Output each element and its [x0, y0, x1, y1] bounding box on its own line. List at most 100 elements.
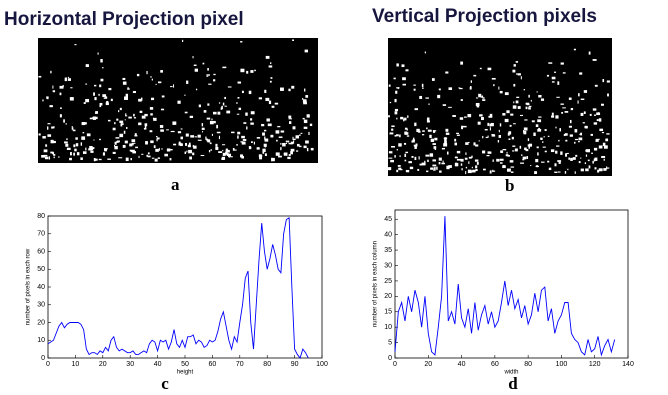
- pixel: [132, 143, 136, 144]
- pixel: [595, 85, 598, 87]
- pixel: [510, 125, 512, 127]
- pixel: [155, 159, 158, 162]
- pixel: [535, 159, 538, 162]
- pixel: [429, 135, 431, 138]
- pixel: [49, 105, 52, 107]
- pixel: [508, 131, 511, 134]
- pixel: [403, 118, 404, 121]
- pixel: [402, 77, 406, 80]
- pixel: [280, 88, 284, 91]
- pixel: [259, 97, 262, 99]
- pixel: [404, 143, 406, 145]
- pixel: [507, 152, 508, 154]
- pixel: [570, 134, 573, 136]
- pixel: [468, 142, 470, 143]
- pixel: [521, 154, 522, 156]
- pixel: [531, 100, 532, 102]
- pixel: [482, 136, 483, 138]
- x-tick-label: 20: [424, 361, 432, 368]
- pixel: [398, 165, 401, 167]
- pixel: [188, 150, 192, 153]
- pixel: [544, 136, 545, 137]
- pixel: [454, 139, 456, 142]
- pixel: [425, 97, 428, 98]
- pixel: [579, 134, 581, 135]
- pixel: [85, 99, 89, 102]
- pixel: [417, 169, 419, 171]
- pixel: [262, 133, 265, 136]
- pixel: [579, 161, 581, 163]
- pixel: [498, 140, 499, 142]
- pixel: [195, 136, 197, 137]
- pixel: [416, 144, 418, 146]
- y-tick-label: 10: [37, 337, 45, 344]
- pixel: [526, 103, 530, 105]
- pixel: [447, 152, 449, 155]
- pixel: [52, 86, 53, 89]
- pixel: [405, 128, 407, 130]
- pixel: [594, 122, 597, 124]
- pixel: [584, 111, 586, 114]
- pixel: [102, 94, 106, 97]
- pixel: [157, 137, 160, 139]
- pixel: [281, 131, 285, 133]
- pixel: [511, 171, 514, 172]
- y-tick-label: 20: [384, 293, 392, 300]
- pixel: [537, 146, 539, 148]
- pixel: [280, 143, 281, 145]
- pixel: [72, 126, 73, 127]
- pixel: [415, 108, 418, 110]
- pixel: [98, 53, 99, 55]
- pixel: [514, 64, 516, 66]
- pixel: [410, 167, 411, 168]
- pixel: [185, 143, 187, 146]
- pixel: [160, 129, 164, 131]
- pixel: [290, 151, 293, 154]
- pixel: [426, 171, 428, 173]
- pixel: [193, 146, 196, 149]
- pixel: [473, 75, 476, 77]
- pixel: [559, 162, 561, 164]
- pixel: [38, 76, 41, 78]
- pixel: [523, 131, 526, 134]
- pixel: [433, 130, 435, 133]
- pixel: [251, 141, 253, 143]
- pixel: [126, 127, 127, 129]
- pixel: [161, 109, 164, 111]
- pixel: [103, 152, 105, 155]
- pixel: [164, 154, 168, 157]
- pixel: [603, 168, 606, 171]
- x-tick-label: 40: [458, 361, 466, 368]
- pixel: [507, 155, 510, 157]
- pixel: [510, 114, 513, 116]
- pixel: [52, 152, 54, 154]
- y-tick-label: 40: [384, 232, 392, 239]
- pixel: [104, 148, 107, 151]
- pixel: [74, 44, 76, 45]
- pixel: [478, 122, 481, 125]
- pixel: [99, 139, 101, 140]
- pixel: [158, 81, 161, 83]
- pixel: [261, 124, 264, 126]
- pixel: [264, 130, 266, 132]
- pixel: [593, 108, 597, 110]
- pixel: [310, 124, 312, 126]
- x-tick-label: 0: [393, 361, 397, 368]
- pixel: [218, 151, 222, 153]
- pixel: [434, 138, 437, 141]
- pixel: [443, 104, 446, 106]
- pixel: [554, 72, 556, 73]
- pixel: [292, 39, 294, 41]
- pixel: [573, 157, 576, 160]
- pixel: [83, 132, 85, 133]
- pixel: [84, 102, 86, 104]
- pixel: [156, 84, 157, 85]
- pixel: [536, 166, 539, 167]
- pixel: [207, 141, 208, 143]
- pixel: [569, 126, 572, 128]
- pixel: [216, 125, 218, 128]
- image-title: Vertical Projection pixels: [372, 6, 597, 27]
- pixel: [498, 87, 499, 90]
- pixel: [222, 150, 223, 151]
- pixel: [532, 120, 535, 122]
